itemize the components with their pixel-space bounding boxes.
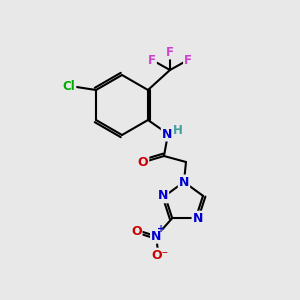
Text: O: O — [131, 225, 142, 238]
Text: +: + — [157, 224, 165, 234]
Text: H: H — [173, 124, 183, 137]
Text: N: N — [162, 128, 172, 140]
Text: O⁻: O⁻ — [152, 249, 169, 262]
Text: Cl: Cl — [63, 80, 75, 92]
Text: F: F — [148, 53, 156, 67]
Text: N: N — [158, 189, 168, 202]
Text: F: F — [166, 46, 174, 59]
Text: N: N — [151, 230, 161, 243]
Text: F: F — [184, 53, 192, 67]
Text: N: N — [179, 176, 189, 188]
Text: N: N — [193, 212, 203, 225]
Text: O: O — [138, 155, 148, 169]
